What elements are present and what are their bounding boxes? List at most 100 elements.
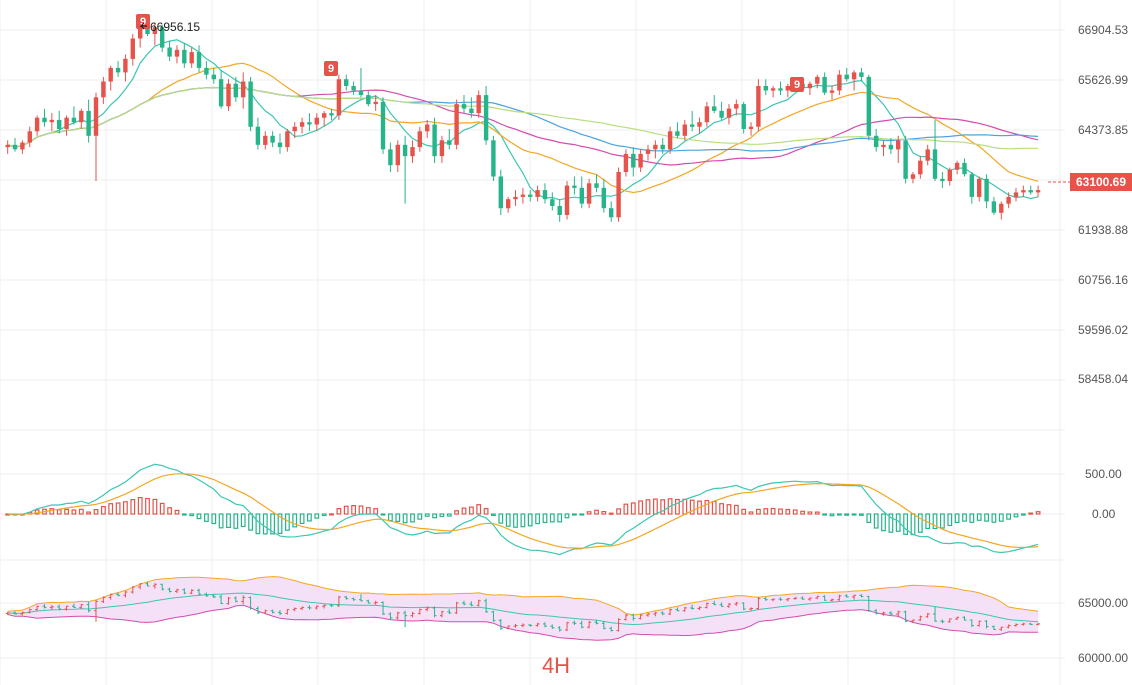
macd-histogram-bar (623, 503, 629, 515)
candle (881, 140, 886, 157)
boll-ohlc-bar (528, 623, 533, 627)
macd-histogram-bar (844, 513, 850, 516)
candle (130, 33, 135, 66)
candle-body (344, 79, 349, 86)
candle (174, 45, 180, 64)
macd-histogram-bar (792, 509, 798, 515)
candle-body (373, 101, 378, 105)
candle (461, 95, 467, 114)
macd-histogram-bar (535, 513, 540, 525)
macd-histogram-bar (380, 513, 386, 516)
candle-body (888, 144, 894, 150)
boll-ohlc-bar (1021, 622, 1026, 626)
macd-histogram-bar (542, 513, 548, 524)
candle-body (152, 27, 158, 34)
candle-body (984, 178, 989, 202)
boll-ohlc-bar (675, 607, 680, 612)
candle-body (675, 131, 680, 136)
macd-histogram-bar (601, 511, 607, 515)
candle-body (285, 131, 290, 148)
candle (233, 76, 238, 102)
candle (962, 158, 967, 177)
macd-histogram-bar (240, 513, 246, 528)
boll-ohlc-bar (822, 595, 827, 601)
macd-histogram-bar (513, 513, 518, 528)
boll-ohlc-bar (425, 606, 430, 612)
boll-ohlc-bar (910, 619, 915, 623)
candle-body (461, 104, 467, 109)
macd-histogram-bar (365, 507, 371, 515)
candle-body (115, 67, 121, 73)
macd-histogram-bar (1028, 512, 1034, 515)
candle-body (1021, 190, 1026, 193)
boll-ohlc-bar (535, 622, 540, 627)
boll-ohlc-bar (616, 618, 621, 632)
macd-histogram-bar (755, 508, 761, 515)
candle (483, 86, 489, 145)
macd-histogram-bar (954, 513, 960, 523)
macd-histogram-bar (299, 513, 305, 524)
boll-ohlc-bar (712, 600, 717, 606)
candle-body (586, 183, 592, 204)
candle-body (712, 106, 717, 111)
boll-ohlc-bar (174, 588, 179, 594)
candle-body (741, 104, 746, 129)
candle-body (71, 117, 77, 123)
candle (1021, 185, 1026, 197)
boll-ohlc-bar (638, 614, 643, 620)
macd-histogram-bar (248, 513, 254, 531)
candle (1028, 185, 1033, 195)
boll-ohlc-bar (991, 625, 996, 630)
macd-histogram-bar (218, 513, 224, 529)
candle-body (101, 81, 106, 98)
candle-body (145, 24, 150, 34)
ma-mid-line (7, 62, 1039, 194)
macd-histogram-bar (873, 513, 879, 529)
boll-ohlc-bar (432, 606, 437, 618)
macd-histogram-bar (785, 508, 791, 515)
macd-histogram-bar (998, 513, 1004, 522)
boll-ohlc-bar (292, 607, 297, 612)
boll-ohlc-bar (977, 620, 982, 627)
macd-histogram-bar (115, 502, 121, 515)
candle (57, 110, 62, 134)
boll-ohlc-bar (830, 598, 834, 602)
candle-body (425, 124, 430, 132)
macd-histogram-bar (711, 500, 717, 515)
macd-histogram-bar (726, 504, 732, 515)
candle (34, 115, 40, 136)
boll-ohlc-bar (410, 611, 415, 618)
candle-body (528, 194, 533, 197)
boll-ohlc-bar (579, 620, 584, 629)
candle-body (27, 131, 32, 143)
candle-body (314, 117, 319, 125)
candle (667, 126, 673, 154)
candle-body (34, 117, 40, 132)
candle (763, 79, 768, 96)
candle-body (439, 140, 445, 157)
macd-histogram-bar (814, 511, 820, 515)
boll-ohlc-bar (366, 599, 371, 604)
macd-histogram-bar (660, 499, 666, 515)
boll-ohlc-bar (565, 621, 570, 632)
candle-body (491, 140, 496, 177)
candle (388, 142, 393, 172)
boll-ohlc-bar (542, 622, 547, 628)
svg-text:9: 9 (140, 16, 146, 28)
candle-body (756, 86, 761, 127)
boll-ohlc-bar (241, 595, 246, 605)
macd-histogram-bar (410, 513, 415, 523)
boll-ohlc-bar (314, 605, 319, 610)
candle-body (233, 83, 238, 98)
candle-body (859, 72, 864, 77)
macd-histogram-bar (947, 513, 953, 527)
boll-ohlc-bar (94, 600, 98, 622)
boll-upper-line (7, 576, 1039, 616)
macd-histogram-bar (674, 498, 680, 515)
bollinger-panel (5, 576, 1041, 641)
boll-ohlc-bar (79, 604, 84, 610)
candle-body (763, 86, 768, 91)
candle-body (248, 81, 253, 127)
boll-ohlc-bar (969, 619, 974, 628)
